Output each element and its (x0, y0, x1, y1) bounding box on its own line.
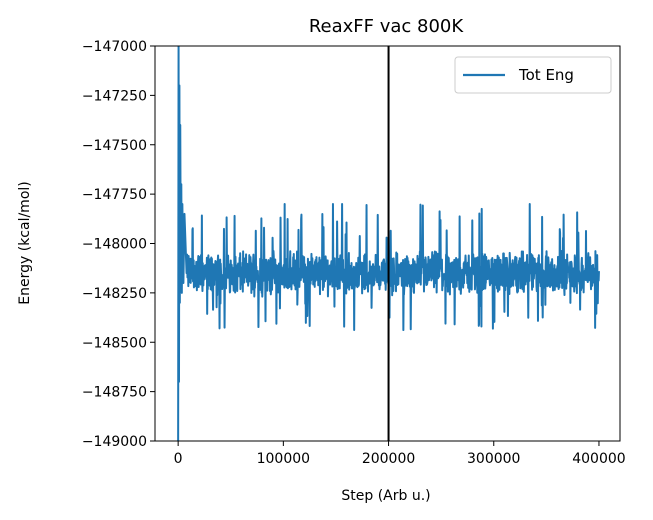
legend-frame (454, 56, 612, 94)
y-tick-label: −148750 (82, 385, 147, 401)
y-tick-label: −147750 (82, 187, 147, 203)
plot-area: 0 100000 200000 300000 400000 −147000 −147250 −… (82, 39, 626, 467)
x-tick-label: 0 (174, 451, 183, 467)
y-tick-label: −148000 (82, 237, 147, 253)
series-line-tot-eng (177, 46, 600, 441)
y-tick-label: −148500 (82, 335, 147, 351)
x-tick-label: 100000 (257, 451, 310, 467)
x-tick-label: 400000 (572, 451, 625, 467)
legend-label-tot-eng: Tot Eng (518, 66, 574, 84)
x-tick-label: 200000 (362, 451, 415, 467)
y-tick-label: −147250 (82, 88, 147, 104)
chart-title: ReaxFF vac 800K (309, 16, 465, 37)
y-tick-label: −147500 (82, 138, 147, 154)
x-tick-label: 300000 (467, 451, 520, 467)
x-axis-label: Step (Arb u.) (341, 488, 430, 504)
legend: Tot Eng (454, 56, 612, 94)
y-axis-label: Energy (kcal/mol) (17, 181, 33, 304)
y-tick-label: −148250 (82, 286, 147, 302)
y-tick-label: −149000 (82, 434, 147, 450)
y-tick-label: −147000 (82, 39, 147, 55)
